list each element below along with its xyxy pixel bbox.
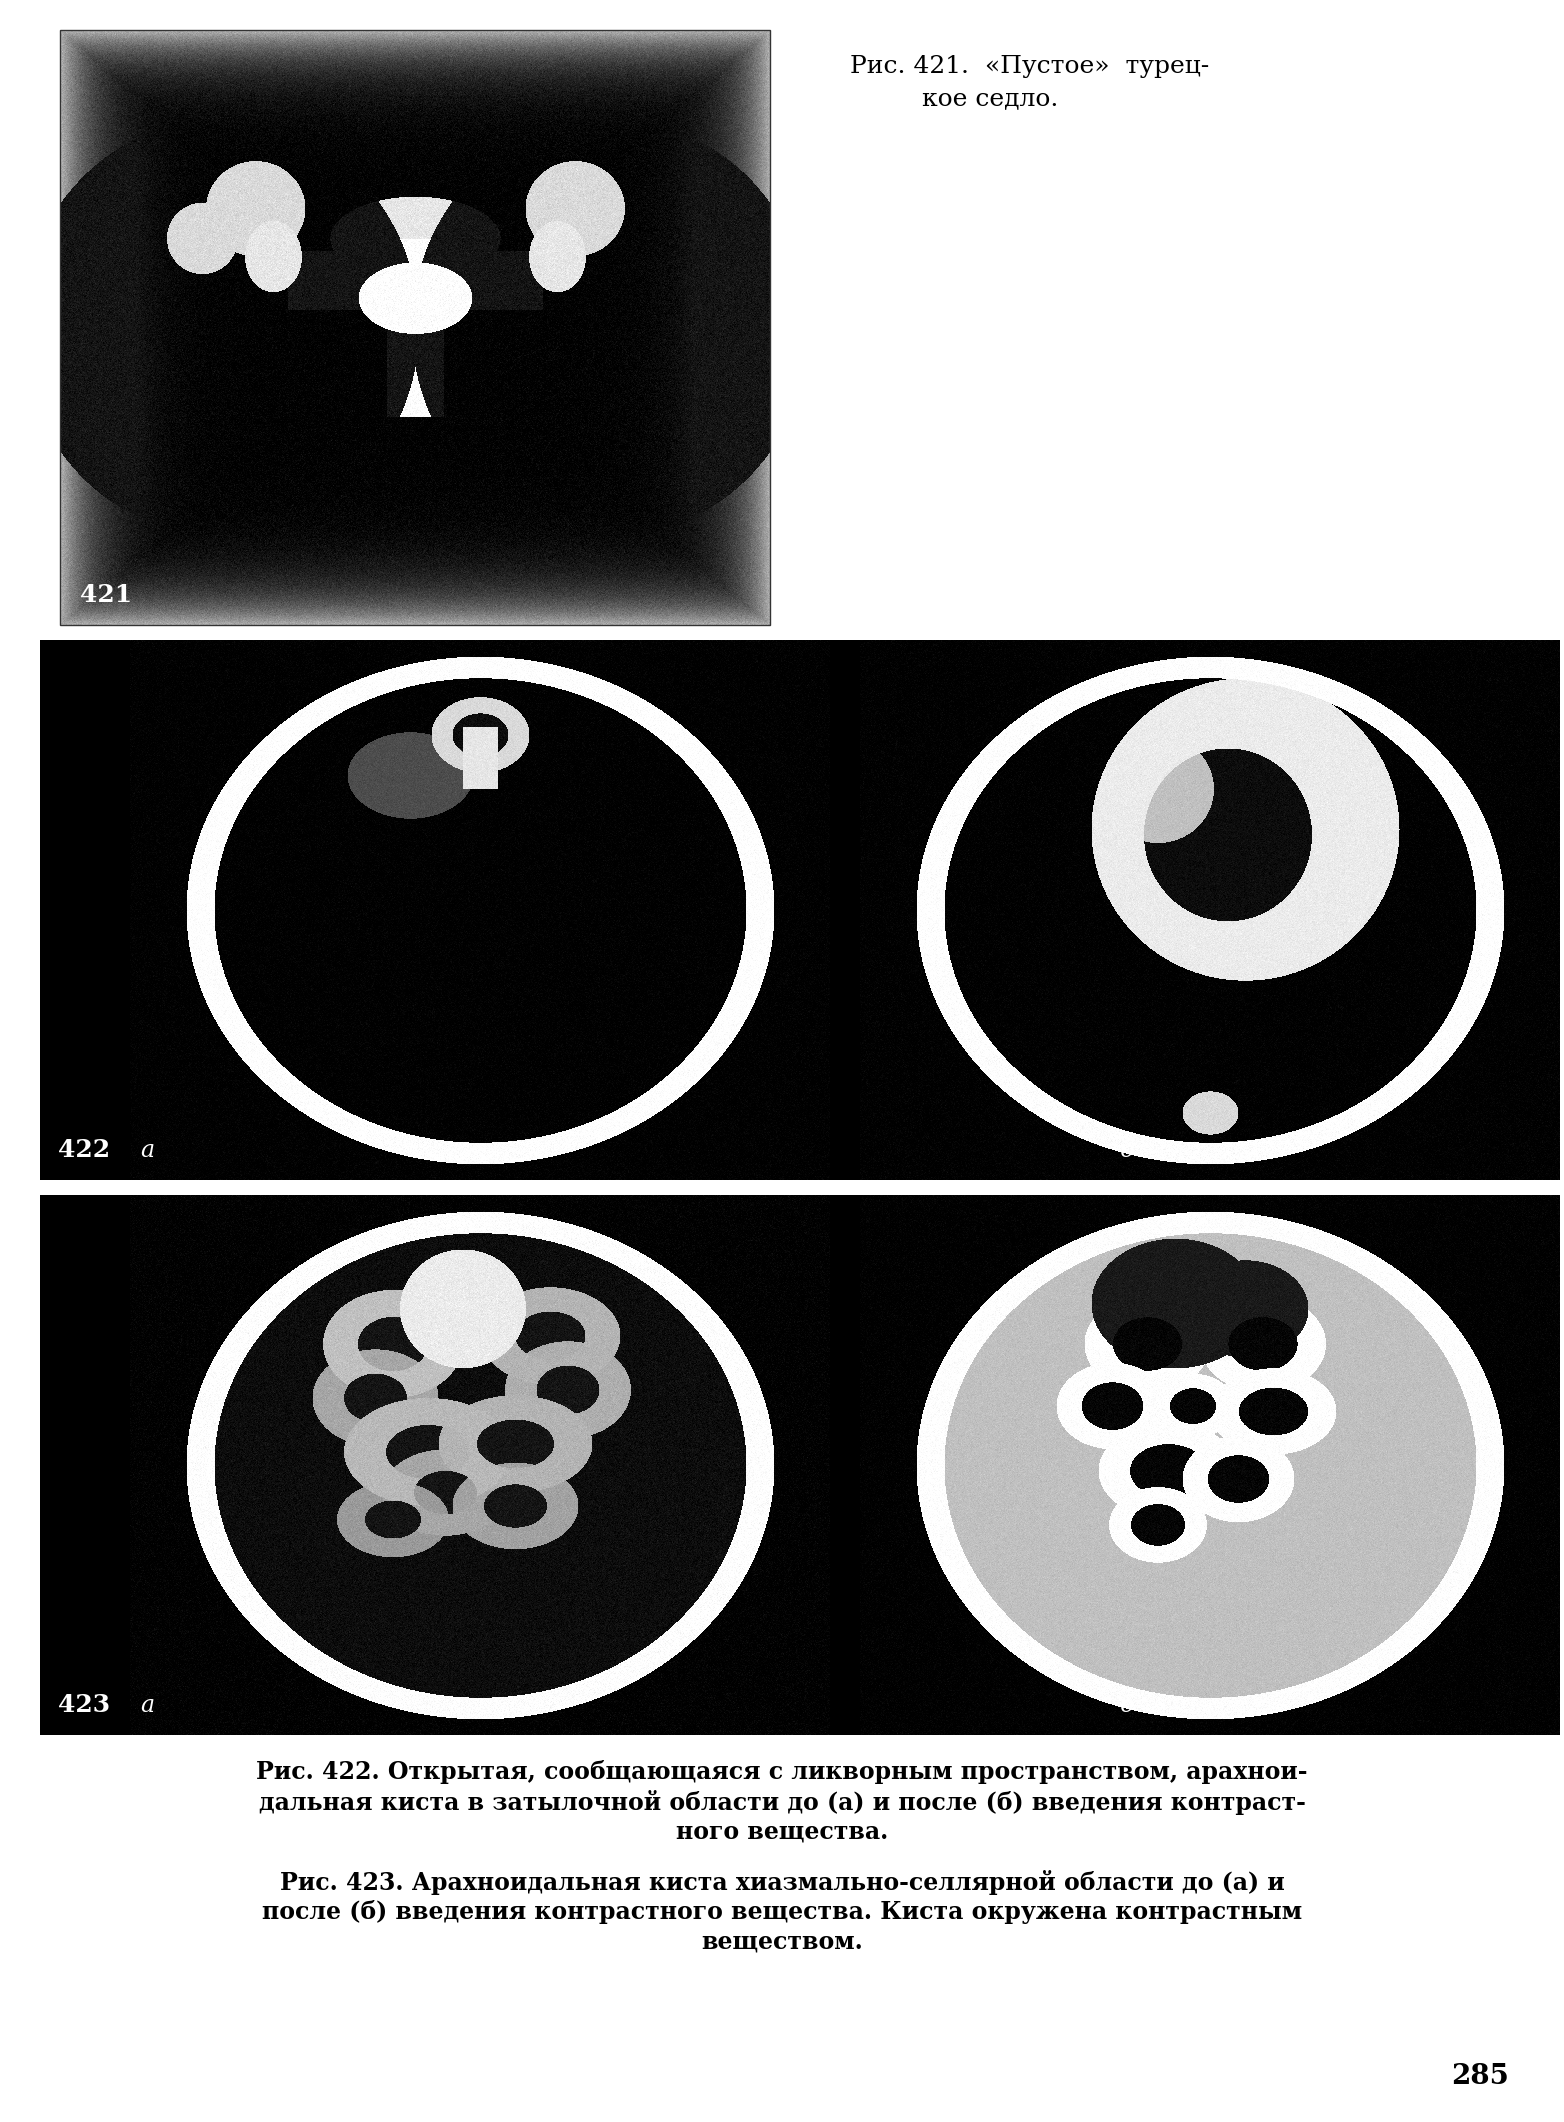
Text: а: а xyxy=(141,1693,155,1717)
Bar xyxy=(41,641,1550,1180)
Text: б: б xyxy=(1120,1140,1134,1163)
Bar xyxy=(59,30,769,626)
Bar xyxy=(41,1195,1550,1736)
Text: Рис. 421.  «Пустое»  турец-
         кое седло.: Рис. 421. «Пустое» турец- кое седло. xyxy=(849,55,1209,110)
Text: Рис. 423. Арахноидальная киста хиазмально-селлярной области до (а) и: Рис. 423. Арахноидальная киста хиазмальн… xyxy=(280,1869,1284,1895)
Text: Рис. 422. Открытая, сообщающаяся с ликворным пространством, арахнои-: Рис. 422. Открытая, сообщающаяся с ликво… xyxy=(256,1759,1308,1785)
Text: после (б) введения контрастного вещества. Киста окружена контрастным: после (б) введения контрастного вещества… xyxy=(261,1899,1303,1925)
Text: веществом.: веществом. xyxy=(701,1931,863,1954)
Text: дальная киста в затылочной области до (а) и после (б) введения контраст-: дальная киста в затылочной области до (а… xyxy=(258,1791,1306,1814)
Text: 423: 423 xyxy=(58,1693,109,1717)
Text: а: а xyxy=(141,1140,155,1163)
Text: 422: 422 xyxy=(58,1137,109,1163)
Text: 285: 285 xyxy=(1451,2063,1509,2090)
Text: б: б xyxy=(1120,1693,1134,1717)
Text: ного вещества.: ного вещества. xyxy=(676,1821,888,1844)
Text: 421: 421 xyxy=(80,584,131,607)
